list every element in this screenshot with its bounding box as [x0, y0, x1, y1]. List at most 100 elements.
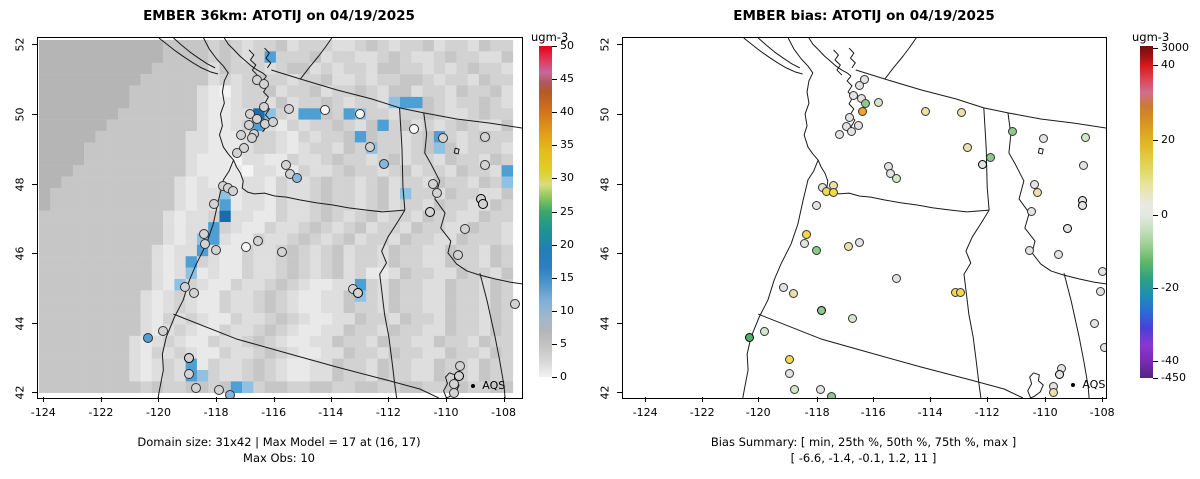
raster-cell [309, 165, 322, 177]
map-outline-islands-b [265, 48, 271, 68]
raster-cell [50, 119, 62, 132]
raster-cell [163, 313, 175, 325]
obs-marker [841, 122, 851, 132]
raster-cell [354, 74, 367, 86]
raster-cell [242, 85, 254, 98]
raster-cell [95, 324, 107, 337]
raster-cell [129, 74, 141, 86]
caption-line2-model: Max Obs: 10 [243, 451, 315, 465]
obs-marker [244, 108, 255, 119]
colorbar-tick [1153, 378, 1158, 379]
raster-cell [196, 278, 209, 291]
raster-cell [219, 142, 232, 155]
raster-cell [388, 335, 401, 348]
x-axis-tick [645, 397, 647, 402]
raster-cell [366, 324, 378, 337]
raster-cell [478, 313, 491, 325]
raster-cell [208, 165, 220, 177]
raster-cell [456, 199, 468, 211]
colorbar-tick-label: 35 [560, 138, 574, 152]
raster-cell [343, 176, 356, 189]
obs-marker [1054, 370, 1064, 380]
raster-cell [445, 165, 457, 177]
raster-cell [117, 165, 130, 177]
raster-cell [298, 199, 311, 211]
raster-cell [196, 335, 209, 348]
raster-cell [445, 301, 457, 314]
raster-cell [445, 153, 457, 166]
raster-cell [343, 370, 356, 382]
map-outline-coastline [743, 38, 818, 398]
map-outline-vancouver-island-b [758, 38, 800, 68]
raster-cell [490, 199, 502, 211]
raster-cell [275, 85, 288, 98]
raster-cell [84, 153, 96, 166]
raster-cell [366, 290, 378, 302]
raster-cell [50, 313, 62, 325]
raster-cell [174, 96, 186, 109]
raster-cell [84, 370, 96, 382]
x-axis-tick [43, 397, 45, 402]
raster-cell [275, 324, 288, 337]
raster-cell [399, 358, 412, 371]
obs-marker [885, 168, 895, 178]
raster-cell [332, 142, 344, 155]
x-axis-tick [330, 397, 332, 402]
raster-cell [275, 74, 288, 86]
raster-cell [264, 176, 277, 189]
raster-cell [106, 370, 119, 382]
obs-marker [365, 142, 376, 153]
colorbar-tick [1153, 64, 1158, 66]
raster-cell [478, 153, 491, 166]
raster-cell [399, 119, 412, 132]
raster-cell [95, 313, 107, 325]
raster-cell [275, 267, 288, 280]
raster-cell [196, 256, 209, 268]
raster-cell [72, 301, 85, 314]
raster-cell [253, 176, 265, 189]
raster-cell [321, 199, 333, 211]
raster-cell [501, 335, 514, 348]
raster-cell [388, 131, 401, 143]
raster-cell [106, 176, 119, 189]
raster-cell [478, 324, 491, 337]
raster-cell [208, 176, 220, 189]
raster-cell [230, 381, 243, 393]
raster-cell [501, 96, 514, 109]
raster-cell [219, 347, 232, 359]
x-axis-tick-label: -120 [745, 406, 771, 419]
raster-cell [501, 301, 514, 314]
raster-cell [208, 153, 220, 166]
raster-cell [478, 278, 491, 291]
raster-cell [399, 244, 412, 257]
raster-cell [264, 267, 277, 280]
raster-cell [332, 153, 344, 166]
raster-cell [433, 256, 446, 268]
raster-cell [287, 51, 299, 63]
raster-cell [422, 39, 435, 52]
raster-cell [196, 176, 209, 189]
raster-cell [433, 153, 446, 166]
map-outline-parallel-42 [174, 314, 439, 398]
raster-cell [422, 267, 435, 280]
basemap-svg-model [38, 38, 522, 398]
raster-cell [163, 381, 175, 393]
raster-cell [129, 153, 141, 166]
raster-cell [287, 324, 299, 337]
raster-cell [61, 153, 74, 166]
raster-cell [163, 142, 175, 155]
raster-cell [219, 244, 232, 257]
raster-cell [388, 301, 401, 314]
y-axis-tick-label: 44 [598, 316, 612, 331]
raster-cell [309, 62, 322, 75]
raster-cell [151, 244, 164, 257]
x-axis-tick-label: -114 [917, 406, 943, 419]
raster-cell [399, 301, 412, 314]
raster-cell [309, 51, 322, 63]
raster-cell [50, 381, 62, 393]
raster-cell [253, 222, 265, 234]
raster-cell [72, 108, 85, 120]
raster-cell [445, 324, 457, 337]
y-axis-tick-label: 48 [598, 177, 612, 192]
raster-cell [467, 347, 480, 359]
